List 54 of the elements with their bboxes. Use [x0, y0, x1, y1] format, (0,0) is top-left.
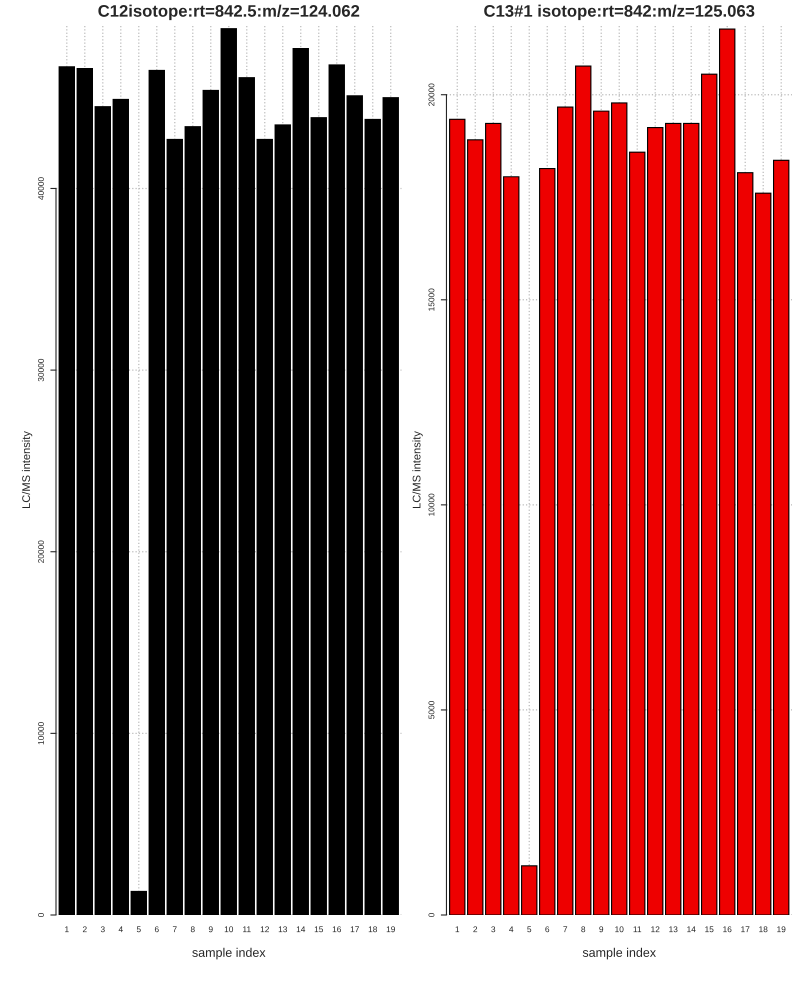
x-tick-label: 9 — [599, 926, 604, 932]
x-tick-label: 10 — [615, 926, 624, 932]
x-tick-label: 6 — [545, 926, 550, 932]
x-tick-label: 13 — [669, 926, 678, 932]
x-axis-title: sample index — [192, 948, 266, 960]
x-tick-label: 1 — [456, 926, 460, 932]
y-tick-label: 0 — [428, 913, 434, 917]
y-tick-label: 20000 — [38, 540, 44, 563]
y-tick-label: 30000 — [38, 358, 44, 382]
x-tick-label: 1 — [65, 926, 69, 932]
x-tick-label: 12 — [651, 926, 660, 932]
y-tick-label: 10000 — [38, 722, 44, 744]
x-tick-label: 11 — [243, 926, 251, 932]
y-tick-label: 15000 — [428, 288, 434, 311]
x-tick-label: 18 — [368, 926, 378, 932]
x-tick-label: 16 — [332, 926, 342, 932]
y-tick-label: 0 — [38, 913, 44, 917]
x-tick-label: 7 — [563, 926, 568, 932]
x-tick-label: 2 — [473, 926, 478, 932]
x-tick-label: 10 — [224, 926, 234, 932]
x-tick-label: 15 — [705, 926, 714, 932]
x-tick-label: 19 — [777, 926, 786, 932]
x-tick-label: 14 — [687, 926, 696, 932]
x-tick-label: 8 — [190, 926, 195, 932]
chart-title: C13#1 isotope:rt=842:m/z=125.063 — [484, 4, 754, 20]
y-tick-label: 20000 — [428, 83, 434, 106]
y-tick-label: 5000 — [428, 700, 434, 719]
y-tick-label: 40000 — [38, 177, 44, 200]
x-tick-label: 3 — [100, 926, 105, 932]
x-tick-label: 11 — [634, 926, 642, 932]
x-tick-label: 18 — [759, 926, 768, 932]
x-tick-label: 17 — [741, 926, 750, 932]
x-tick-label: 14 — [296, 926, 306, 932]
x-tick-label: 9 — [208, 926, 213, 932]
x-tick-label: 17 — [350, 926, 359, 932]
x-axis-title: sample index — [582, 948, 656, 960]
y-axis-title: LC/MS intensity — [412, 431, 423, 508]
x-tick-label: 19 — [386, 926, 395, 932]
y-tick-label: 10000 — [428, 494, 434, 516]
x-tick-label: 12 — [260, 926, 269, 932]
x-tick-label: 13 — [278, 926, 288, 932]
x-tick-label: 16 — [723, 926, 732, 932]
x-tick-label: 3 — [491, 926, 496, 932]
y-axis-title: LC/MS intensity — [22, 431, 32, 508]
x-tick-label: 8 — [581, 926, 586, 932]
x-tick-label: 15 — [314, 926, 324, 932]
x-tick-label: 5 — [136, 926, 141, 932]
x-tick-label: 5 — [527, 926, 532, 932]
x-tick-label: 4 — [118, 926, 123, 932]
x-tick-label: 4 — [509, 926, 514, 932]
x-tick-label: 6 — [154, 926, 159, 932]
chart-title: C12isotope:rt=842.5:m/z=124.062 — [98, 4, 360, 20]
x-tick-label: 2 — [82, 926, 87, 932]
x-tick-label: 7 — [172, 926, 177, 932]
